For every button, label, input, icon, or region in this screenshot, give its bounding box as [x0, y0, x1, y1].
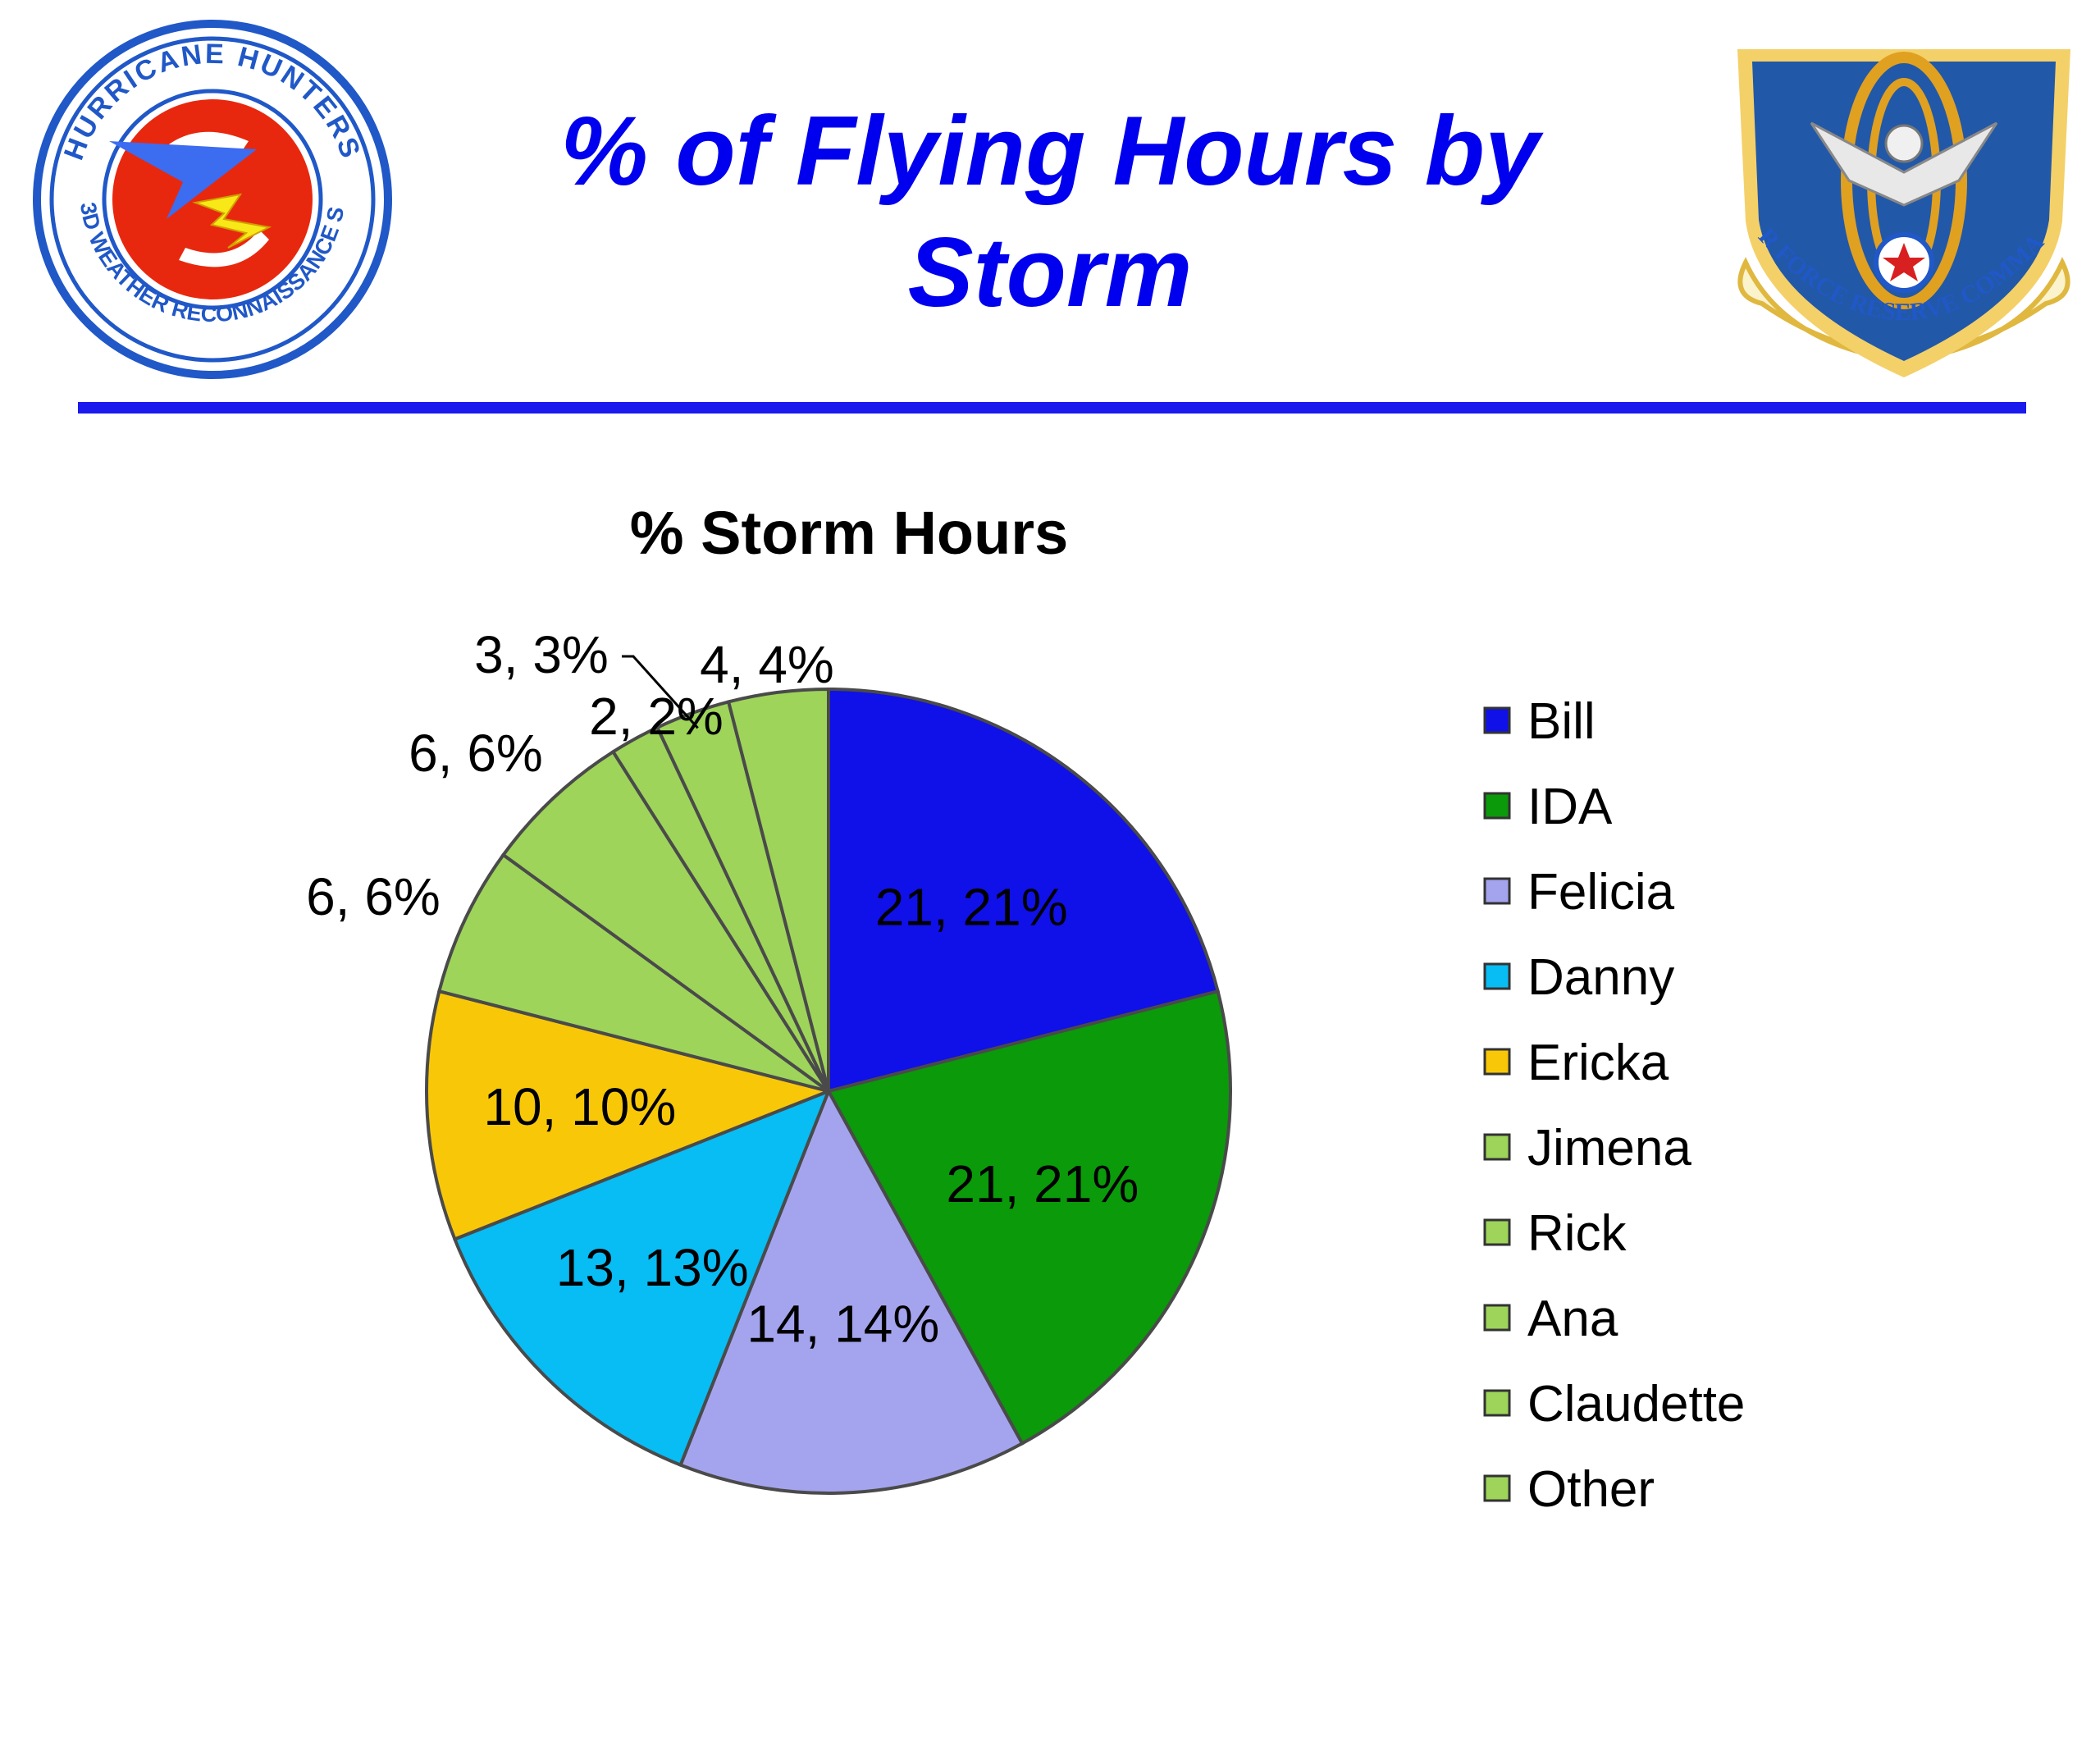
- legend-label-ana: Ana: [1527, 1291, 1618, 1347]
- data-label-other: 4, 4%: [700, 635, 834, 694]
- hurricane-hunters-logo-icon: HURRICANE HUNTERS 53D WEATHER RECONNAISS…: [31, 18, 392, 379]
- legend-label-felicia: Felicia: [1527, 864, 1675, 921]
- legend-swatch-bill: [1483, 706, 1511, 734]
- data-label-bill: 21, 21%: [875, 877, 1068, 936]
- chart-title: % Storm Hours: [630, 499, 1069, 567]
- legend-swatch-jimena: [1483, 1133, 1511, 1161]
- legend-swatch-ericka: [1483, 1048, 1511, 1076]
- pie-slice-rick: [500, 749, 830, 1093]
- pie-slice-ericka: [425, 989, 834, 1241]
- pie-slice-danny: [452, 1088, 832, 1468]
- slide-title: % of Flying Hours by Storm: [560, 96, 1540, 327]
- data-label-ericka: 10, 10%: [483, 1077, 676, 1136]
- legend-swatch-other: [1483, 1474, 1511, 1502]
- data-label-ana: 2, 2%: [589, 687, 724, 746]
- legend-label-claudette: Claudette: [1527, 1376, 1745, 1432]
- legend-swatch-ida: [1483, 792, 1511, 820]
- data-label-danny: 13, 13%: [556, 1238, 749, 1297]
- legend-label-rick: Rick: [1527, 1205, 1628, 1262]
- legend-swatch-rick: [1483, 1218, 1511, 1246]
- storm-hours-pie-chart: % Storm Hours 21, 21% 21, 21% 14, 14%13, 1…: [306, 499, 1745, 1518]
- legend-swatch-felicia: [1483, 877, 1511, 905]
- pie-slice-ida: [826, 989, 1232, 1446]
- data-label-jimena: 6, 6%: [306, 867, 441, 926]
- pie-slice-jimena: [436, 852, 830, 1093]
- pie-slice-other: [726, 687, 830, 1092]
- leader-line-claudette: [622, 655, 699, 729]
- title-divider: [78, 402, 2026, 414]
- legend-label-bill: Bill: [1527, 693, 1596, 750]
- data-label-rick: 6, 6%: [409, 724, 543, 783]
- data-label-ida: 21, 21%: [946, 1154, 1139, 1213]
- legend-swatch-danny: [1483, 962, 1511, 990]
- legend-label-danny: Danny: [1527, 949, 1674, 1006]
- legend-swatch-ana: [1483, 1304, 1511, 1332]
- legend-label-ericka: Ericka: [1527, 1035, 1669, 1091]
- air-force-reserve-command-logo-icon: AIR FORCE RESERVE COMMAND: [1713, 16, 2070, 377]
- pie-slice-bill: [827, 687, 1221, 1094]
- legend-label-jimena: Jimena: [1527, 1120, 1691, 1177]
- data-label-claudette: 3, 3%: [474, 625, 609, 684]
- legend-label-ida: IDA: [1527, 779, 1613, 835]
- legend-swatch-claudette: [1483, 1389, 1511, 1417]
- legend-label-other: Other: [1527, 1461, 1655, 1518]
- pie-slice-felicia: [678, 1087, 1025, 1495]
- data-label-felicia: 14, 14%: [746, 1295, 939, 1354]
